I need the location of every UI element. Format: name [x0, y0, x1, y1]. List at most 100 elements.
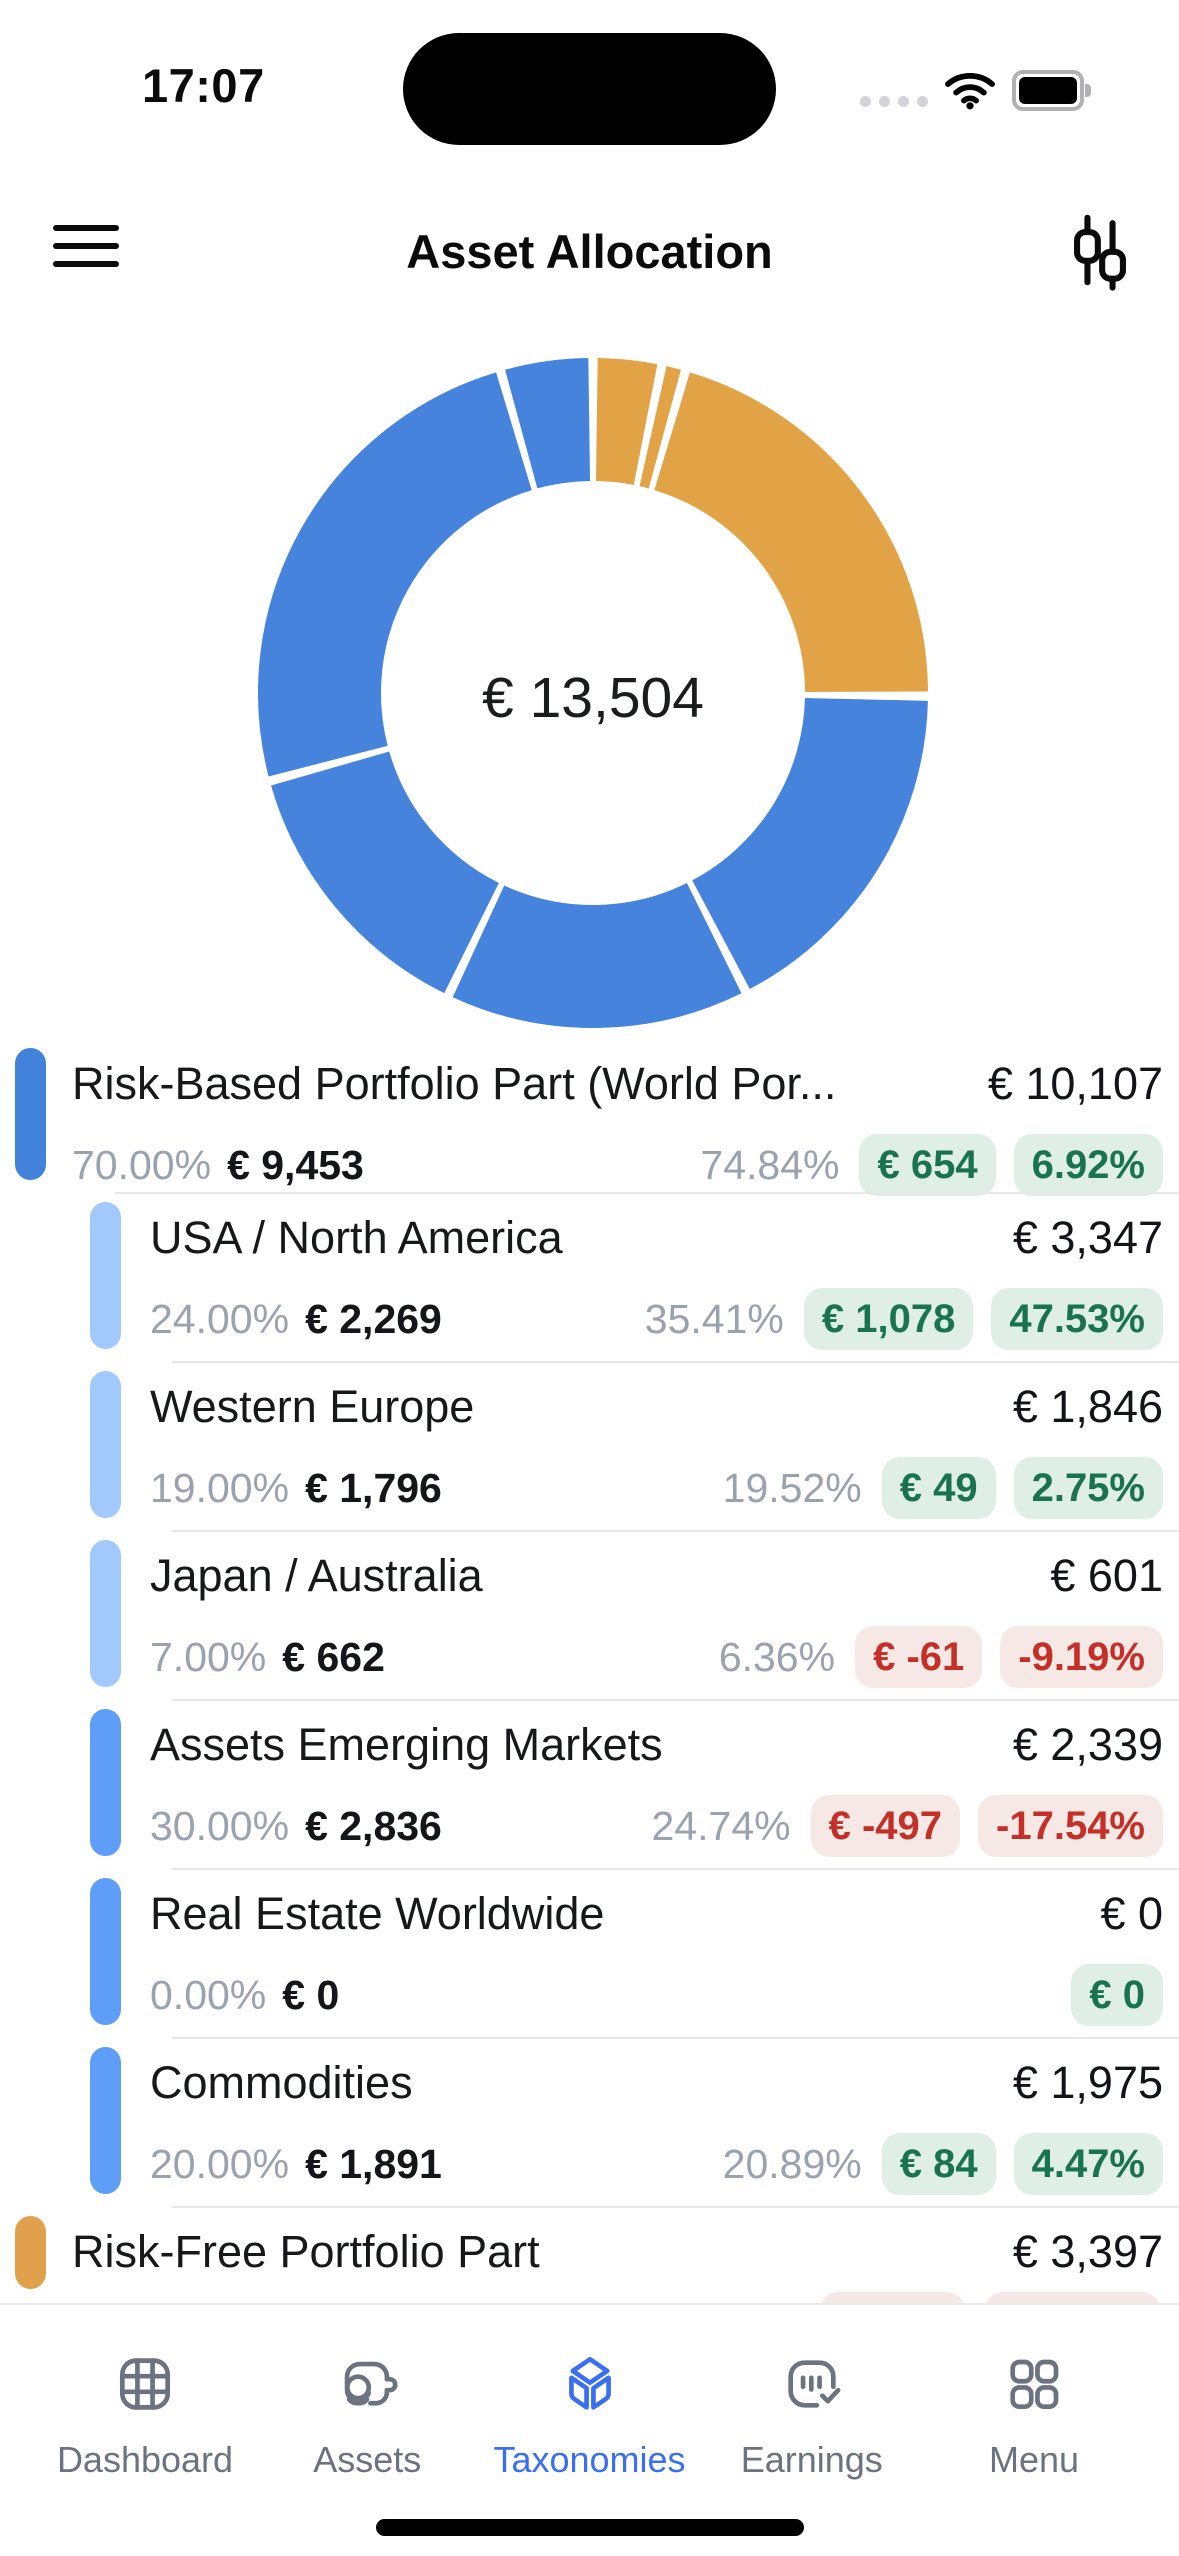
dynamic-island	[403, 33, 776, 145]
row-target-percent: 70.00%	[72, 1141, 212, 1188]
row-target-percent: 24.00%	[150, 1295, 290, 1342]
wifi-icon	[945, 73, 995, 110]
filter-sliders-button[interactable]	[1057, 207, 1143, 293]
hamburger-menu-button[interactable]	[53, 225, 119, 267]
delta-value-badge: € 1,078	[803, 1288, 974, 1350]
row-target-percent: 19.00%	[150, 1464, 290, 1511]
donut-segment-usa-north-america[interactable]	[258, 372, 533, 777]
row-current-value: € 1,975	[1012, 2057, 1163, 2108]
delta-percent-badge: -9.19%	[1000, 1626, 1163, 1688]
row-current-value: € 2,339	[1012, 1719, 1163, 1770]
category-color-bar	[15, 1048, 46, 1180]
donut-segment-risk-free-segment-3[interactable]	[653, 372, 928, 694]
donut-segment-risk-free-segment-2[interactable]	[639, 366, 681, 489]
table-row[interactable]: USA / North America € 3,347 24.00% € 2,2…	[0, 1194, 1179, 1363]
delta-percent-badge-cutoff	[985, 2292, 1160, 2303]
home-indicator[interactable]	[375, 2519, 804, 2536]
donut-segment-japan-australia[interactable]	[505, 358, 592, 489]
row-actual-percent: 74.84%	[700, 1141, 840, 1188]
table-row[interactable]: Commodities € 1,975 20.00% € 1,891 20.89…	[0, 2039, 1179, 2208]
table-row[interactable]: Western Europe € 1,846 19.00% € 1,796 19…	[0, 1363, 1179, 1532]
tab-earnings[interactable]: Earnings	[707, 2305, 917, 2556]
grid-icon	[119, 2358, 171, 2410]
tab-label: Assets	[313, 2439, 422, 2480]
delta-value-badge: € -61	[855, 1626, 983, 1688]
table-row[interactable]: Risk-Based Portfolio Part (World Por... …	[0, 1040, 1179, 1196]
category-color-bar	[90, 1709, 121, 1856]
row-title: Japan / Australia	[150, 1550, 483, 1601]
category-color-bar	[90, 2047, 121, 2194]
status-bar: 17:07	[0, 0, 1179, 150]
row-target-percent: 7.00%	[150, 1633, 267, 1680]
table-row[interactable]: Assets Emerging Markets € 2,339 30.00% €…	[0, 1701, 1179, 1870]
row-current-value: € 1,846	[1012, 1381, 1163, 1432]
delta-percent-badge: 2.75%	[1013, 1457, 1163, 1519]
row-title: Commodities	[150, 2057, 413, 2108]
delta-value-badge: € 0	[1071, 1964, 1163, 2026]
tab-bar: Dashboard Assets	[0, 2303, 1179, 2556]
delta-value-badge-cutoff	[820, 2292, 965, 2303]
row-current-value: € 10,107	[987, 1058, 1163, 1109]
row-title: Risk-Free Portfolio Part	[72, 2226, 540, 2277]
row-current-value: € 0	[1100, 1888, 1163, 1939]
delta-percent-badge: 47.53%	[991, 1288, 1163, 1350]
donut-segments[interactable]	[258, 358, 928, 1028]
header: Asset Allocation	[0, 195, 1179, 307]
battery-icon	[1012, 69, 1091, 111]
delta-percent-badge: 6.92%	[1013, 1134, 1163, 1196]
donut-segment-risk-free-segment-1[interactable]	[594, 358, 658, 486]
row-target-value: € 1,796	[305, 1464, 442, 1511]
row-title: Risk-Based Portfolio Part (World Por...	[72, 1058, 837, 1109]
asset-allocation-donut-chart[interactable]: € 13,504	[246, 346, 940, 1040]
tab-label: Earnings	[740, 2439, 883, 2480]
page-title: Asset Allocation	[406, 224, 773, 278]
tab-dashboard[interactable]: Dashboard	[40, 2305, 250, 2556]
allocation-list: Risk-Based Portfolio Part (World Por... …	[0, 1040, 1179, 2303]
row-target-percent: 0.00%	[150, 1971, 267, 2018]
row-actual-percent: 6.36%	[718, 1633, 836, 1680]
delta-value-badge: € -497	[810, 1795, 961, 1857]
chat-check-icon	[788, 2360, 841, 2408]
category-color-bar	[90, 1371, 121, 1518]
row-target-value: € 1,891	[305, 2140, 442, 2187]
table-row[interactable]: Japan / Australia € 601 7.00% € 662 6.36…	[0, 1532, 1179, 1701]
delta-value-badge: € 654	[859, 1134, 996, 1196]
row-actual-percent: 19.52%	[722, 1464, 862, 1511]
category-color-bar	[90, 1878, 121, 2025]
tab-taxonomies[interactable]: Taxonomies	[485, 2305, 695, 2556]
wallet-coins-icon	[344, 2361, 398, 2406]
row-target-percent: 20.00%	[150, 2140, 290, 2187]
row-current-value: € 601	[1050, 1550, 1163, 1601]
row-title: USA / North America	[150, 1212, 563, 1263]
table-row[interactable]: Real Estate Worldwide € 0 0.00% € 0 € 0	[0, 1870, 1179, 2039]
row-target-value: € 662	[282, 1633, 385, 1680]
row-target-percent: 30.00%	[150, 1802, 290, 1849]
donut-segment-western-europe[interactable]	[271, 750, 501, 994]
table-row[interactable]: Risk-Free Portfolio Part € 3,397	[0, 2208, 1179, 2303]
donut-segment-commodities[interactable]	[452, 882, 742, 1028]
donut-segment-assets-emerging-markets[interactable]	[691, 696, 928, 990]
tab-assets[interactable]: Assets	[262, 2305, 472, 2556]
tab-menu[interactable]: Menu	[929, 2305, 1139, 2556]
row-actual-percent: 35.41%	[644, 1295, 784, 1342]
category-color-bar	[90, 1540, 121, 1687]
row-title: Assets Emerging Markets	[150, 1719, 663, 1770]
category-color-bar	[15, 2216, 46, 2289]
clock: 17:07	[142, 59, 265, 112]
row-title: Western Europe	[150, 1381, 475, 1432]
row-actual-percent: 20.89%	[722, 2140, 862, 2187]
four-squares-icon	[1010, 2359, 1059, 2410]
row-current-value: € 3,397	[1012, 2226, 1163, 2277]
tab-label: Taxonomies	[493, 2439, 686, 2480]
row-title: Real Estate Worldwide	[150, 1888, 605, 1939]
delta-value-badge: € 84	[881, 2133, 996, 2195]
row-target-value: € 0	[282, 1971, 340, 2018]
row-target-value: € 9,453	[227, 1141, 364, 1188]
cube-icon	[568, 2356, 611, 2410]
row-actual-percent: 24.74%	[651, 1802, 791, 1849]
delta-percent-badge: 4.47%	[1013, 2133, 1163, 2195]
row-target-value: € 2,836	[305, 1802, 442, 1849]
cellular-signal-icon	[860, 95, 928, 107]
tab-label: Menu	[988, 2439, 1080, 2480]
